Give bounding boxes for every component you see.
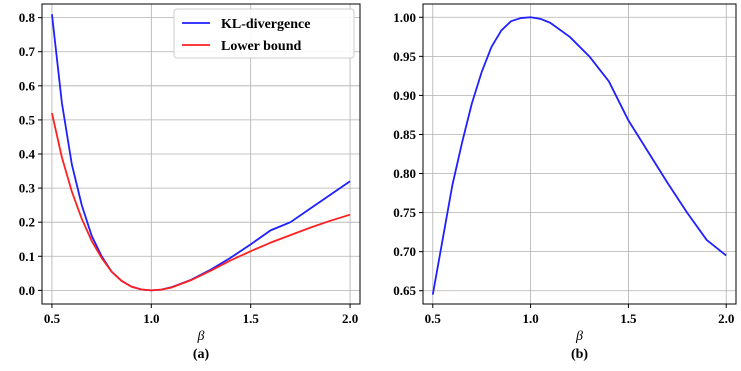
- x-tick-label: 1.0: [143, 311, 159, 326]
- lower-bound-line: [51, 112, 351, 292]
- x-tick-label: 1.0: [522, 311, 538, 326]
- legend-label: KL-divergence: [221, 17, 310, 32]
- y-tick-label: 0.2: [19, 215, 35, 230]
- x-axis-label: β: [575, 329, 583, 344]
- x-tick-label: 1.5: [620, 311, 637, 326]
- y-tick-label: 1.00: [393, 10, 416, 25]
- panel-caption: (a): [193, 347, 210, 362]
- panel-a: 0.5 1.0 1.5 2.0 0.0 0.1 0.2 0.3 0.4 0.5 0.6 0.7 0.8 β…: [19, 3, 361, 362]
- legend-box: [173, 8, 355, 59]
- y-tick-label: 0.85: [393, 127, 416, 142]
- y-tick-label: 0.8: [19, 10, 36, 25]
- x-tick-label: 1.5: [243, 311, 260, 326]
- y-tick-label: 0.70: [393, 244, 416, 259]
- y-tick-label: 0.0: [19, 283, 35, 298]
- y-tick-label: 0.4: [19, 147, 36, 162]
- series-line: [431, 16, 727, 295]
- y-tick-label: 0.7: [19, 44, 36, 59]
- x-tick-label: 0.5: [425, 311, 442, 326]
- y-tick-label: 0.3: [19, 181, 36, 196]
- plot-frame: [41, 3, 361, 305]
- y-tick-label: 0.1: [19, 249, 35, 264]
- plot-frame: [422, 3, 737, 305]
- x-tick-label: 2.0: [342, 311, 358, 326]
- y-tick-label: 0.95: [393, 49, 416, 64]
- legend: KL-divergence Lower bound: [173, 8, 355, 59]
- x-tick-label: 0.5: [44, 311, 61, 326]
- y-tick-label: 0.6: [19, 78, 36, 93]
- y-tick-label: 0.65: [393, 283, 416, 298]
- panel-b: 0.5 1.0 1.5 2.0 0.65 0.70 0.75 0.80 0.85 0.90 0.95…: [393, 3, 737, 362]
- y-tick-label: 0.75: [393, 205, 416, 220]
- y-tick-label: 0.5: [19, 112, 36, 127]
- x-axis-label: β: [197, 329, 205, 344]
- panel-caption: (b): [571, 347, 588, 362]
- y-tick-label: 0.90: [393, 88, 416, 103]
- x-tick-label: 2.0: [718, 311, 734, 326]
- y-tick-label: 0.80: [393, 166, 416, 181]
- legend-label: Lower bound: [221, 39, 301, 54]
